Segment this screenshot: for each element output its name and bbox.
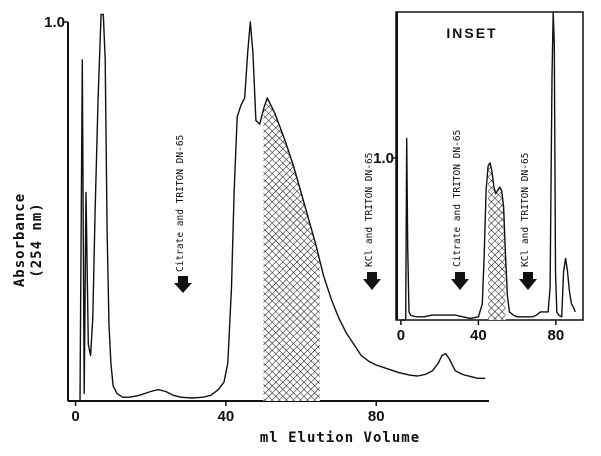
- inset-absorbance-curve: [400, 11, 576, 321]
- main-x-axis-title: ml Elution Volume: [260, 430, 420, 446]
- inset-annotation-citrate-arrow: [451, 272, 469, 290]
- inset-x-tick-label-0: 0: [397, 327, 405, 344]
- main-annotation-citrate-arrow: [174, 276, 192, 293]
- inset-x-tick-label-1: 40: [470, 327, 487, 344]
- inset-annotation-kcl-2: KCl and TRITON DN-65: [520, 153, 531, 267]
- inset-y-tick-label-0: 1.0: [373, 150, 394, 167]
- inset-annotation-citrate: Citrate and TRITON DN-65: [452, 130, 463, 267]
- main-annotation-citrate: Citrate and TRITON DN-65: [175, 135, 186, 272]
- main-x-tick-label-1: 40: [218, 408, 235, 425]
- main-x-tick-label-2: 80: [368, 408, 385, 425]
- main-plot-layer: 0 40 80 1.0: [44, 13, 486, 425]
- main-hatched-region: [263, 97, 320, 402]
- main-y-tick-label-0: 1.0: [44, 14, 65, 31]
- inset-plot-layer: 0 40 80 1.0: [373, 11, 576, 344]
- inset-hatched-region: [488, 162, 506, 320]
- main-y-axis-title-line1: Absorbance: [12, 193, 28, 287]
- main-y-axis-title-line2: (254 nm): [29, 202, 45, 277]
- inset-title: INSET: [446, 25, 497, 41]
- main-absorbance-curve: [75, 13, 486, 402]
- inset-x-tick-label-2: 80: [548, 327, 565, 344]
- inset-annotation-kcl-2-arrow: [519, 272, 537, 290]
- inset-annotation-kcl-1-arrow: [363, 272, 381, 290]
- main-x-tick-label-0: 0: [71, 408, 79, 425]
- inset-annotation-kcl-1: KCl and TRITON DN-65: [364, 153, 375, 267]
